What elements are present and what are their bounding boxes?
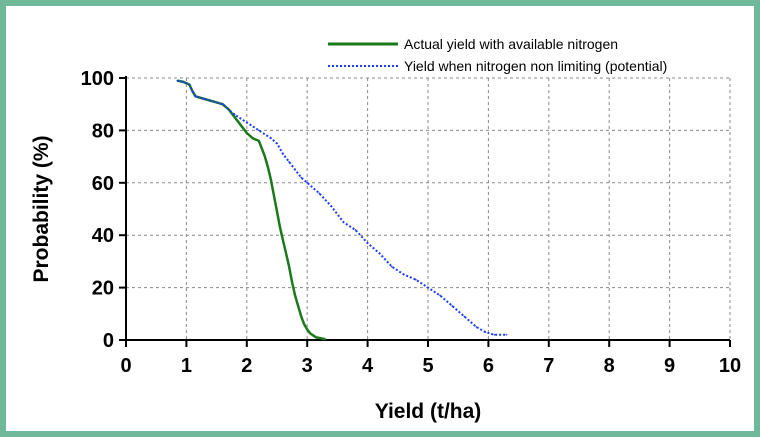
data-point (403, 273, 405, 276)
series-line-0 (177, 79, 326, 341)
data-point (176, 79, 179, 82)
data-point (279, 226, 281, 229)
x-axis-title: Yield (t/ha) (375, 400, 482, 423)
data-point (324, 338, 327, 341)
x-tick-label: 6 (483, 355, 494, 377)
legend-label-1: Yield when nitrogen non limiting (potent… (404, 58, 667, 74)
data-point (493, 333, 496, 336)
data-point (233, 113, 236, 116)
data-point (318, 192, 321, 195)
data-point (306, 182, 309, 184)
x-tick-label: 1 (181, 355, 192, 377)
data-point (258, 129, 260, 132)
data-point (294, 168, 296, 171)
data-point (264, 155, 266, 158)
data-point (258, 140, 260, 142)
data-point (505, 333, 508, 336)
data-point (297, 305, 299, 307)
data-point (233, 116, 236, 119)
y-tick-label: 80 (92, 120, 114, 142)
data-point (439, 294, 441, 297)
data-point (270, 137, 272, 140)
data-point (354, 229, 357, 231)
x-tick-label: 9 (664, 355, 675, 377)
data-point (463, 315, 466, 318)
data-point (291, 281, 293, 284)
data-point (246, 132, 248, 134)
y-tick-label: 60 (92, 173, 114, 195)
data-point (451, 305, 453, 307)
data-point (188, 83, 191, 86)
data-point (309, 332, 312, 335)
data-point (330, 205, 333, 208)
data-point (288, 161, 290, 163)
y-tick-label: 0 (103, 330, 114, 352)
y-tick-label: 40 (92, 225, 114, 247)
data-point (366, 242, 369, 244)
data-point (221, 103, 224, 105)
data-point (288, 265, 290, 268)
data-point (270, 179, 272, 181)
data-point (378, 252, 381, 255)
data-point (303, 323, 305, 326)
data-point (203, 98, 206, 100)
x-tick-label: 10 (719, 355, 741, 377)
data-point (282, 153, 284, 155)
data-point (182, 81, 185, 83)
data-point (273, 195, 275, 197)
legend-label-0: Actual yield with available nitrogen (404, 36, 618, 52)
data-point (300, 315, 302, 318)
x-tick-label: 8 (604, 355, 615, 377)
data-point (191, 90, 194, 92)
data-point (475, 326, 478, 328)
data-point (427, 286, 429, 289)
data-point (285, 252, 287, 255)
data-point (390, 265, 393, 268)
data-point (306, 328, 309, 331)
data-point (276, 142, 278, 145)
y-tick-label: 20 (92, 278, 114, 300)
data-point (415, 278, 417, 281)
data-point (294, 294, 296, 297)
data-point (239, 124, 242, 126)
series-line-1 (177, 79, 507, 336)
data-point (261, 147, 263, 150)
data-point (246, 121, 248, 124)
x-tick-label: 0 (120, 355, 131, 377)
x-tick-label: 2 (241, 355, 252, 377)
data-point (276, 210, 278, 213)
y-axis-title: Probability (%) (30, 135, 53, 282)
data-point (315, 336, 318, 339)
x-tick-label: 5 (422, 355, 433, 377)
data-point (252, 137, 254, 140)
data-point (342, 221, 345, 223)
data-point (194, 95, 197, 98)
data-point (484, 331, 487, 333)
data-point (300, 176, 302, 179)
x-tick-label: 7 (543, 355, 554, 377)
x-tick-label: 4 (362, 355, 374, 377)
x-tick-label: 3 (302, 355, 313, 377)
y-tick-label: 100 (81, 68, 114, 90)
data-point (267, 166, 269, 168)
data-point (212, 100, 215, 103)
data-point (282, 239, 284, 242)
